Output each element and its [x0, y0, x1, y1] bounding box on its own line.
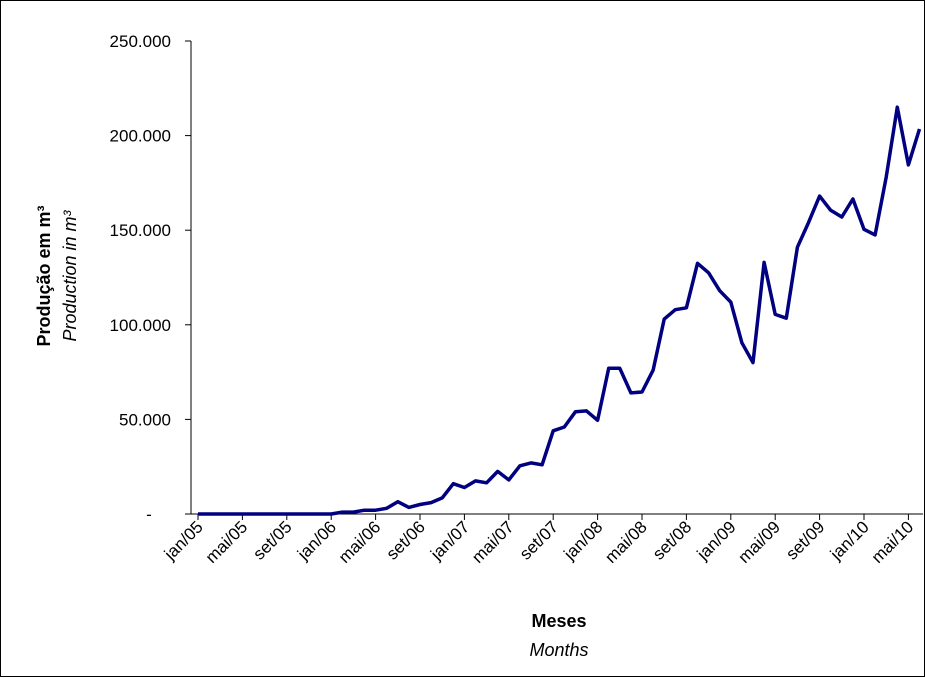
x-axis-title: Meses — [531, 611, 586, 631]
x-tick-label: jan/06 — [293, 517, 340, 564]
y-axis-title: Produção em m³ — [34, 205, 54, 346]
x-tick-label: set/08 — [649, 517, 695, 563]
y-tick-label: 250.000 — [110, 32, 171, 51]
y-tick-label: 200.000 — [110, 127, 171, 146]
x-tick-label: set/05 — [249, 517, 295, 563]
y-tick-label: - — [146, 505, 152, 524]
x-tick-label: set/09 — [782, 517, 828, 563]
x-tick-label: set/07 — [516, 517, 562, 563]
y-tick-label: 100.000 — [110, 316, 171, 335]
x-tick-label: mai/10 — [868, 517, 918, 567]
x-axis-ticks: jan/05mai/05set/05jan/06mai/06set/06jan/… — [160, 514, 917, 567]
y-tick-label: 50.000 — [119, 410, 171, 429]
x-axis-title-english: Months — [529, 640, 588, 660]
y-axis-ticks: - 50.000 100.000 150.000 200.000 250.000 — [110, 32, 191, 524]
x-tick-label: mai/07 — [468, 517, 518, 567]
x-tick-label: jan/08 — [560, 517, 607, 564]
series-line-production — [198, 105, 922, 516]
x-tick-label: jan/10 — [826, 517, 873, 564]
x-tick-label: jan/05 — [160, 517, 207, 564]
y-tick-label: 150.000 — [110, 221, 171, 240]
x-tick-label: jan/09 — [693, 517, 740, 564]
x-tick-label: mai/06 — [335, 517, 385, 567]
y-axis-title-english: Production in m³ — [60, 209, 80, 341]
x-tick-label: mai/08 — [601, 517, 651, 567]
x-tick-label: mai/09 — [735, 517, 785, 567]
x-tick-label: set/06 — [383, 517, 429, 563]
plot-area — [190, 41, 923, 515]
x-tick-label: jan/07 — [426, 517, 473, 564]
x-tick-label: mai/05 — [202, 517, 252, 567]
